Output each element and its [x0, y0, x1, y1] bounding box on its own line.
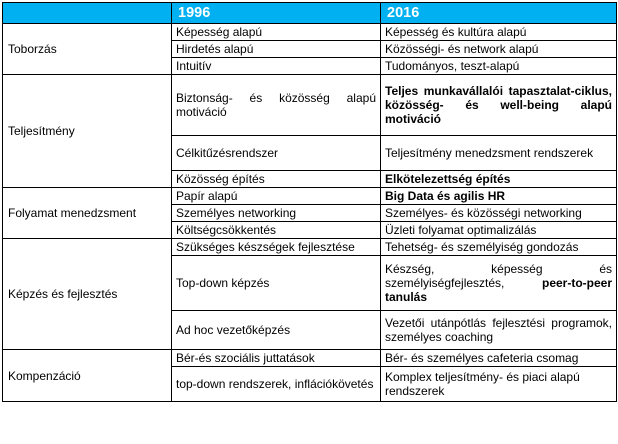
table-row: Képzés és fejlesztés Szükséges készségek…: [2, 238, 617, 350]
cell-2016: Teljes munkavállalói tapasztalat-ciklus,…: [380, 74, 617, 136]
cell-2016: Üzleti folyamat optimalizálás: [380, 221, 617, 239]
table-row: Közösség építés Elkötelezettség építés: [3, 170, 617, 188]
category-cell-teljesitmeny: Teljesítmény: [2, 74, 172, 188]
cell-2016: Bér- és személyes cafeteria csomag: [380, 349, 617, 367]
cell-1996: Közösség építés: [171, 170, 381, 188]
cell-1996: Személyes networking: [171, 204, 381, 222]
cell-1996: Célkitűzésrendszer: [171, 135, 381, 171]
cell-2016: Közösségi- és network alapú: [380, 40, 617, 58]
cell-1996: Intuitív: [171, 57, 381, 75]
header-2016: 2016: [380, 2, 617, 24]
cell-2016: Készség, képesség és személyiségfejleszt…: [380, 255, 617, 311]
cell-1996: Top-down képzés: [171, 255, 381, 311]
cell-2016: Képesség és kultúra alapú: [380, 23, 617, 41]
category-cell-folyamat: Folyamat menedzsment: [2, 187, 172, 239]
cell-2016: Elkötelezettség építés: [380, 170, 617, 188]
cell-2016: Tehetség- és személyiség gondozás: [380, 238, 617, 256]
cell-1996: Képesség alapú: [171, 23, 381, 41]
header-row: 1996 2016: [2, 2, 617, 24]
table-row: Célkitűzésrendszer Teljesítmény menedzsm…: [3, 135, 617, 171]
cell-2016: Komplex teljesítmény- és piaci alapú ren…: [380, 366, 617, 402]
cell-2016-bold-text: peer-to-peer tanulás: [385, 276, 612, 304]
cell-2016: Vezetői utánpótlás fejlesztési programok…: [380, 310, 617, 350]
category-cell-toborzas: Toborzás: [2, 23, 172, 75]
cell-2016: Tudományos, teszt-alapú: [380, 57, 617, 75]
table-row: top-down rendszerek, inflációkövetés Kom…: [3, 366, 617, 402]
table-row: Költségcsökkentés Üzleti folyamat optima…: [3, 221, 617, 239]
cell-2016: Teljesítmény menedzsment rendszerek: [380, 135, 617, 171]
cell-2016-text: Készség, képesség és személyiségfejleszt…: [385, 262, 612, 290]
cell-1996: Bér-és szociális juttatások: [171, 349, 381, 367]
cell-1996: Papír alapú: [171, 187, 381, 205]
table-row: Folyamat menedzsment Papír alapú Big Dat…: [2, 187, 617, 239]
table-row: Kompenzáció Bér-és szociális juttatások …: [2, 349, 617, 402]
hr-comparison-table: 1996 2016 Toborzás Képesség alapú Képess…: [2, 2, 617, 402]
category-cell-kompenzacio: Kompenzáció: [2, 349, 172, 402]
cell-1996: Hirdetés alapú: [171, 40, 381, 58]
cell-1996: Biztonság- és közösség alapú motiváció: [171, 74, 381, 136]
table-row: Teljesítmény Biztonság- és közösség alap…: [2, 74, 617, 188]
category-cell-kepzes: Képzés és fejlesztés: [2, 238, 172, 350]
table-row: Ad hoc vezetőképzés Vezetői utánpótlás f…: [3, 310, 617, 350]
cell-1996: Szükséges készségek fejlesztése: [171, 238, 381, 256]
cell-1996: top-down rendszerek, inflációkövetés: [171, 366, 381, 402]
table-row: Toborzás Képesség alapú Képesség és kult…: [2, 23, 617, 75]
cell-2016: Big Data és agilis HR: [380, 187, 617, 205]
header-category: [2, 2, 172, 24]
cell-2016: Személyes- és közösségi networking: [380, 204, 617, 222]
cell-1996: Költségcsökkentés: [171, 221, 381, 239]
header-1996: 1996: [171, 2, 381, 24]
table-row: Top-down képzés Készség, képesség és sze…: [3, 255, 617, 311]
cell-1996: Ad hoc vezetőképzés: [171, 310, 381, 350]
